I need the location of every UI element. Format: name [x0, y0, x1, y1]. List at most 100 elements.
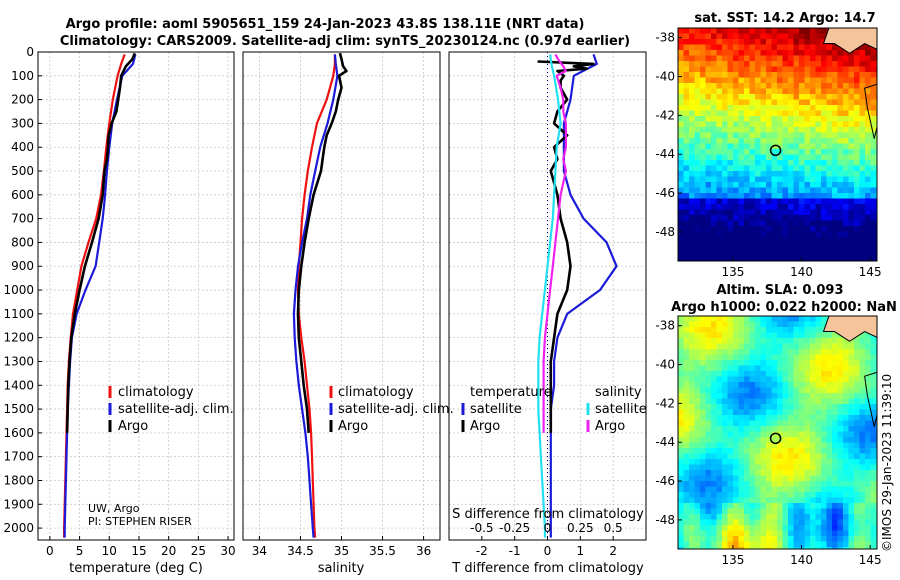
map-cell [733, 165, 739, 172]
map-cell [804, 237, 811, 243]
map-cell [683, 83, 690, 89]
map-cell [766, 39, 772, 45]
map-cell [782, 209, 789, 216]
map-cell [810, 541, 816, 548]
map-cell [777, 404, 783, 410]
map-cell [678, 393, 684, 399]
map-cell [782, 28, 789, 34]
map-cell [810, 127, 816, 133]
map-cell [826, 492, 833, 498]
map-cell [727, 61, 734, 67]
map-cell [705, 154, 712, 161]
map-cell [705, 541, 712, 548]
map-cell [782, 448, 789, 454]
map-cell [689, 420, 695, 427]
map-cell [705, 99, 712, 106]
map-cell [766, 354, 772, 361]
map-cell [810, 387, 816, 394]
map-cell [760, 28, 767, 34]
map-cell [837, 72, 844, 78]
map-cell [793, 237, 800, 243]
map-cell [683, 327, 690, 333]
map-cell [837, 360, 844, 366]
map-cell [799, 182, 805, 188]
map-cell [804, 99, 811, 106]
map-cell [799, 187, 805, 194]
map-cell [711, 44, 717, 51]
map-cell [870, 55, 877, 62]
map-cell [733, 176, 739, 183]
map-cell [711, 497, 717, 504]
map-cell [799, 242, 805, 249]
map-cell [755, 354, 761, 361]
map-cell [722, 193, 728, 199]
map-cell [799, 116, 805, 122]
map-cell [843, 514, 849, 520]
x-tick-label: 135 [721, 553, 744, 567]
map-cell [766, 209, 772, 216]
map-cell [760, 77, 767, 84]
map-cell [854, 525, 860, 531]
map-cell [760, 231, 767, 238]
map-cell [678, 332, 684, 339]
map-cell [793, 530, 800, 537]
map-cell [678, 121, 684, 128]
map-cell [788, 99, 794, 106]
map-cell [700, 259, 706, 261]
map-cell [793, 132, 800, 139]
map-cell [716, 431, 723, 438]
x-tick-label: 140 [790, 265, 813, 279]
y-tick-label: 800 [11, 235, 34, 249]
x-tick-label: 145 [859, 553, 882, 567]
map-cell [870, 376, 877, 383]
map-cell [865, 72, 871, 78]
map-cell [683, 116, 690, 122]
map-cell [870, 242, 877, 249]
map-cell [771, 349, 778, 355]
map-cell [711, 409, 717, 416]
legend-salinity-title: salinity [595, 385, 642, 400]
map-cell [810, 242, 816, 249]
map-cell [760, 371, 767, 377]
map-cell [749, 209, 756, 216]
map-cell [821, 492, 827, 498]
map-cell [683, 508, 690, 515]
map-cell [793, 393, 800, 399]
map-cell [744, 171, 750, 177]
map-cell [760, 376, 767, 383]
map-cell [722, 176, 728, 183]
y-tick-label: -38 [655, 31, 675, 45]
map-cell [755, 215, 761, 221]
profile-location-marker [769, 144, 782, 157]
map-cell [738, 519, 745, 526]
map-cell [711, 398, 717, 405]
map-cell [821, 393, 827, 399]
map-cell [694, 55, 701, 62]
map-cell [804, 409, 811, 416]
map-cell [716, 28, 723, 34]
salinity-legend-climatology: climatology [338, 385, 414, 400]
map-cell [744, 88, 750, 95]
map-cell [821, 44, 827, 51]
coastline [864, 371, 877, 427]
map-cell [848, 492, 855, 498]
map-cell [744, 259, 750, 261]
map-cell [821, 193, 827, 199]
map-cell [727, 127, 734, 133]
map-cell [755, 99, 761, 106]
map-cell [771, 442, 778, 449]
map-cell [727, 343, 734, 350]
map-cell [716, 55, 723, 62]
map-cell [799, 349, 805, 355]
map-cell [700, 541, 706, 548]
map-cell [854, 360, 860, 366]
map-cell [793, 259, 800, 261]
map-cell [683, 519, 690, 526]
map-cell [760, 393, 767, 399]
map-cell [804, 187, 811, 194]
map-cell [782, 420, 789, 427]
map-cell [678, 409, 684, 416]
map-cell [821, 541, 827, 548]
map-cell [821, 338, 827, 344]
salinity-legend-satellite: satellite-adj. clim. [338, 402, 454, 417]
